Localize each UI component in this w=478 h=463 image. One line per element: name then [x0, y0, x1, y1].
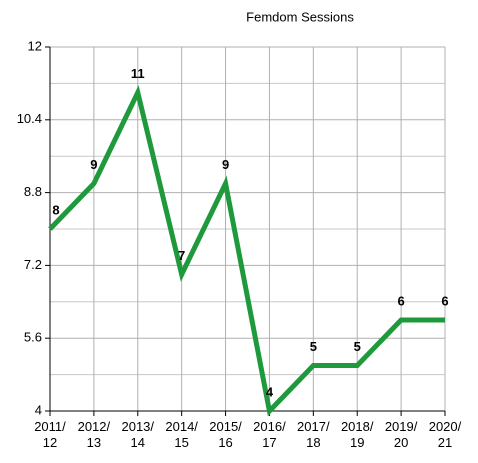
x-tick-label: 2013/ 14 — [121, 419, 155, 450]
data-label: 5 — [310, 339, 317, 354]
x-tick-label: 2015/ 16 — [209, 419, 242, 450]
y-tick-label: 8.8 — [24, 184, 42, 199]
x-tick-label: 2012/ 13 — [77, 419, 111, 450]
y-tick-label: 10.4 — [17, 111, 42, 126]
data-label: 6 — [441, 293, 448, 308]
x-tick-label: 2016/ 17 — [253, 419, 286, 450]
line-series — [48, 85, 445, 417]
y-tick-label: 12 — [28, 38, 42, 53]
data-label: 6 — [397, 293, 404, 308]
y-tick-label: 5.6 — [24, 330, 42, 345]
x-tick-label: 2020/ 21 — [428, 419, 462, 450]
data-label: 11 — [131, 66, 145, 81]
data-label: 5 — [354, 339, 361, 354]
x-tick-label: 2019/ 20 — [384, 419, 418, 450]
data-label: 7 — [178, 248, 185, 263]
x-tick-label: 2011/ 12 — [34, 419, 66, 450]
x-tick-label: 2017/ 18 — [297, 419, 330, 450]
chart-title: Femdom Sessions — [246, 9, 354, 24]
data-label: 9 — [90, 157, 97, 172]
data-label: 9 — [222, 157, 229, 172]
x-tick-label: 2018/ 19 — [340, 419, 374, 450]
data-label: 4 — [266, 384, 274, 399]
y-tick-label: 4 — [35, 402, 42, 417]
x-tick-label: 2014/ 15 — [165, 419, 198, 450]
y-tick-label: 7.2 — [24, 257, 42, 272]
data-label: 8 — [52, 202, 59, 217]
